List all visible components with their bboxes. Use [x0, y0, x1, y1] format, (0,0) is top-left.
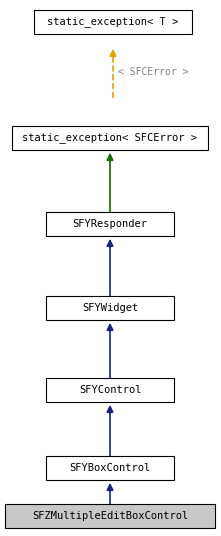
Bar	[46, 212, 174, 236]
Text: SFYResponder: SFYResponder	[72, 219, 147, 229]
Text: SFYWidget: SFYWidget	[82, 303, 138, 313]
Bar	[34, 10, 192, 34]
Bar	[46, 378, 174, 402]
Bar	[12, 126, 208, 150]
Text: SFYBoxControl: SFYBoxControl	[69, 463, 151, 473]
Bar	[46, 456, 174, 480]
Bar	[46, 296, 174, 320]
Text: SFZMultipleEditBoxControl: SFZMultipleEditBoxControl	[32, 511, 188, 521]
Text: < SFCError >: < SFCError >	[118, 67, 189, 77]
Text: SFYControl: SFYControl	[79, 385, 141, 395]
Text: static_exception< SFCError >: static_exception< SFCError >	[23, 132, 198, 144]
Bar	[5, 504, 215, 528]
Text: static_exception< T >: static_exception< T >	[47, 17, 179, 27]
